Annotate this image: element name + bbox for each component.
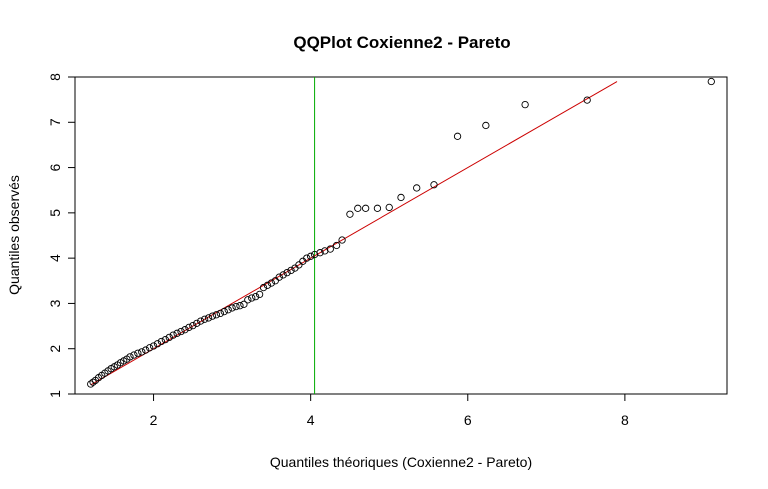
data-point bbox=[287, 266, 295, 275]
data-point bbox=[482, 121, 490, 130]
data-point bbox=[255, 290, 264, 299]
data-point bbox=[303, 254, 311, 262]
data-point bbox=[252, 292, 260, 301]
data-point bbox=[145, 344, 154, 352]
data-points bbox=[87, 77, 715, 388]
data-point bbox=[142, 346, 150, 354]
data-point bbox=[165, 333, 173, 342]
data-point bbox=[87, 380, 95, 388]
x-tick-label: 2 bbox=[150, 412, 158, 428]
data-point bbox=[259, 283, 268, 292]
x-axis: 2 4 6 8 bbox=[150, 393, 629, 428]
data-point bbox=[200, 315, 209, 323]
data-point bbox=[354, 204, 362, 212]
x-tick-label: 6 bbox=[464, 412, 472, 428]
data-point bbox=[583, 96, 591, 104]
data-point bbox=[326, 245, 334, 253]
data-point bbox=[228, 304, 236, 312]
data-point bbox=[193, 319, 201, 328]
data-point bbox=[373, 204, 382, 212]
data-point bbox=[232, 302, 240, 311]
data-point bbox=[212, 311, 221, 319]
data-point bbox=[346, 210, 354, 218]
data-point bbox=[157, 337, 166, 346]
data-point bbox=[275, 273, 283, 281]
data-point bbox=[149, 342, 158, 350]
data-point bbox=[332, 241, 341, 250]
y-tick-label: 4 bbox=[47, 254, 63, 262]
data-point bbox=[208, 312, 217, 320]
y-tick-label: 8 bbox=[47, 73, 63, 81]
y-axis-label: Quantiles observés bbox=[6, 175, 22, 295]
data-point bbox=[169, 331, 177, 339]
data-point bbox=[521, 100, 529, 109]
y-tick-label: 2 bbox=[47, 345, 63, 353]
y-tick-label: 3 bbox=[47, 299, 63, 307]
data-point bbox=[220, 307, 228, 316]
data-point bbox=[138, 348, 146, 356]
data-point bbox=[161, 336, 169, 344]
data-point bbox=[430, 181, 438, 189]
chart-title: QQPlot Coxienne2 - Pareto bbox=[293, 33, 510, 52]
data-point bbox=[453, 132, 462, 140]
data-point bbox=[181, 326, 189, 334]
x-axis-label: Quantiles théoriques (Coxienne2 - Pareto… bbox=[270, 454, 532, 470]
x-tick-label: 8 bbox=[621, 412, 629, 428]
plot-frame bbox=[74, 76, 728, 395]
diagonal-reference-line bbox=[90, 81, 618, 386]
y-tick-label: 7 bbox=[47, 118, 63, 126]
data-point bbox=[307, 252, 315, 260]
data-point bbox=[89, 378, 97, 386]
data-point bbox=[248, 294, 256, 302]
data-point bbox=[126, 353, 134, 361]
data-point bbox=[267, 279, 276, 287]
data-point bbox=[189, 321, 197, 330]
data-point bbox=[130, 351, 138, 359]
data-point bbox=[295, 261, 303, 269]
data-point bbox=[397, 193, 405, 202]
data-point bbox=[197, 317, 205, 325]
data-point bbox=[177, 327, 185, 336]
x-tick-label: 4 bbox=[307, 412, 315, 428]
data-point bbox=[316, 249, 324, 257]
data-point bbox=[338, 236, 346, 244]
data-point bbox=[413, 184, 421, 192]
data-point bbox=[204, 314, 213, 322]
data-point bbox=[216, 309, 224, 318]
data-point bbox=[134, 349, 142, 357]
data-point bbox=[283, 268, 291, 277]
y-tick-label: 5 bbox=[47, 209, 63, 217]
data-point bbox=[185, 323, 193, 332]
data-point bbox=[224, 306, 232, 314]
data-point bbox=[240, 300, 248, 308]
data-point bbox=[244, 296, 252, 304]
y-tick-label: 6 bbox=[47, 163, 63, 171]
data-point bbox=[153, 340, 162, 348]
data-point bbox=[707, 77, 715, 86]
data-point bbox=[362, 204, 370, 212]
data-point bbox=[173, 329, 181, 337]
data-point bbox=[263, 281, 272, 289]
data-point bbox=[271, 277, 279, 285]
data-point bbox=[236, 302, 244, 310]
data-point bbox=[279, 271, 287, 279]
y-axis: 1 2 3 4 5 6 7 8 bbox=[47, 73, 76, 398]
y-tick-label: 1 bbox=[47, 390, 63, 398]
data-point bbox=[385, 203, 393, 212]
